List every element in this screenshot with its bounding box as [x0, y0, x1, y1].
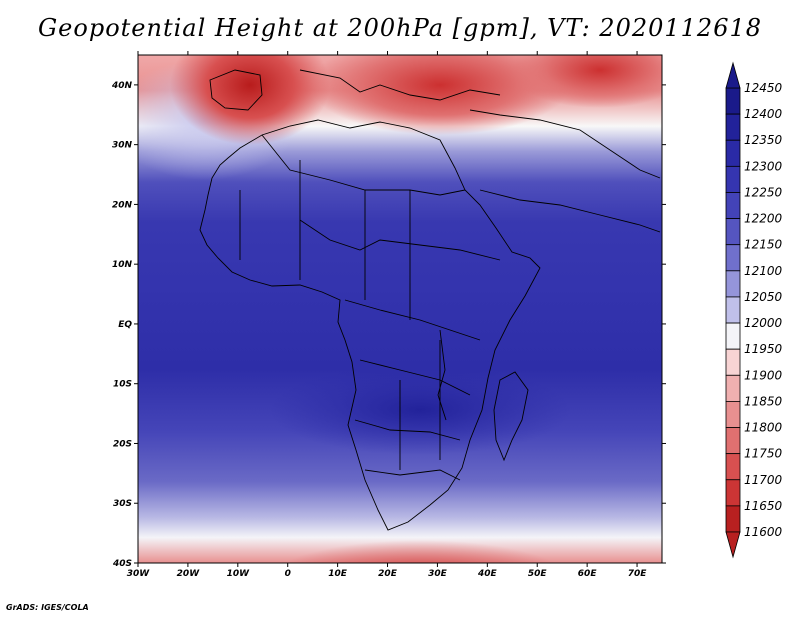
colorbar-label: 11950 [744, 342, 783, 356]
x-axis: 30W 20W 10W 0 10E 20E 30E 40E 50E 60E 70E [127, 51, 647, 579]
height-field [138, 55, 662, 563]
colorbar-label: 12400 [744, 107, 783, 121]
colorbar-band [725, 427, 741, 455]
y-tick-label: 30S [113, 499, 132, 509]
colorbar-label: 11800 [744, 421, 783, 435]
y-tick-label: EQ [118, 320, 132, 330]
colorbar-band [725, 113, 741, 141]
colorbar-label: 12050 [744, 290, 783, 304]
credit-text: GrADS: IGES/COLA [6, 603, 89, 612]
colorbar-label: 12250 [744, 185, 783, 199]
plot-frame [137, 54, 663, 564]
map-title: Geopotential Height at 200hPa [gpm], VT:… [38, 14, 762, 42]
y-axis: 40S 30S 20S 10S EQ 10N 20N 30N 40N [111, 81, 666, 569]
y-tick-label: 20N [112, 200, 133, 210]
colorbar-band [725, 296, 741, 324]
colorbar-band [725, 374, 741, 402]
colorbar: 12450 12400 12350 12300 12250 12200 12150 12100… [725, 61, 783, 559]
colorbar-label: 11850 [744, 394, 783, 408]
colorbar-label: 12300 [744, 159, 783, 173]
colorbar-band [725, 453, 741, 481]
colorbar-label: 12200 [744, 212, 783, 226]
x-tick-label: 30W [127, 569, 151, 579]
y-tick-label: 10N [112, 260, 133, 270]
colorbar-band [725, 348, 741, 376]
colorbar-band [725, 87, 741, 115]
colorbar-min-arrow [725, 531, 741, 559]
colorbar-label: 11650 [744, 499, 783, 513]
colorbar-band [725, 505, 741, 533]
colorbar-band [725, 244, 741, 272]
colorbar-label: 12450 [744, 81, 783, 95]
colorbar-label: 11900 [744, 368, 783, 382]
colorbar-band [725, 270, 741, 298]
colorbar-band [725, 165, 741, 193]
x-tick-label: 10W [227, 569, 251, 579]
x-tick-label: 20W [177, 569, 201, 579]
y-tick-label: 10S [113, 380, 132, 390]
colorbar-label: 11700 [744, 473, 783, 487]
colorbar-band [725, 139, 741, 167]
colorbar-label: 12350 [744, 133, 783, 147]
x-tick-label: 0 [285, 569, 291, 579]
x-tick-label: 70E [628, 569, 648, 579]
x-tick-label: 60E [578, 569, 598, 579]
colorbar-band [725, 401, 741, 428]
y-tick-label: 40N [111, 81, 133, 91]
colorbar-label: 11600 [744, 525, 783, 539]
y-tick-label: 40S [112, 559, 132, 569]
colorbar-band [725, 192, 741, 219]
x-tick-label: 20E [378, 569, 398, 579]
y-tick-label: 20S [113, 439, 132, 449]
colorbar-label: 12100 [744, 264, 783, 278]
colorbar-label: 12150 [744, 238, 783, 252]
colorbar-band [725, 479, 741, 507]
colorbar-label: 12000 [744, 316, 783, 330]
x-tick-label: 40E [477, 569, 498, 579]
x-tick-label: 10E [328, 569, 348, 579]
colorbar-max-arrow [725, 61, 741, 89]
colorbar-band [725, 218, 741, 246]
x-tick-label: 30E [428, 569, 448, 579]
x-tick-label: 50E [528, 569, 548, 579]
colorbar-label: 11750 [744, 447, 783, 461]
colorbar-band [725, 322, 741, 350]
y-tick-label: 30N [112, 141, 133, 151]
coastlines [199, 69, 661, 531]
